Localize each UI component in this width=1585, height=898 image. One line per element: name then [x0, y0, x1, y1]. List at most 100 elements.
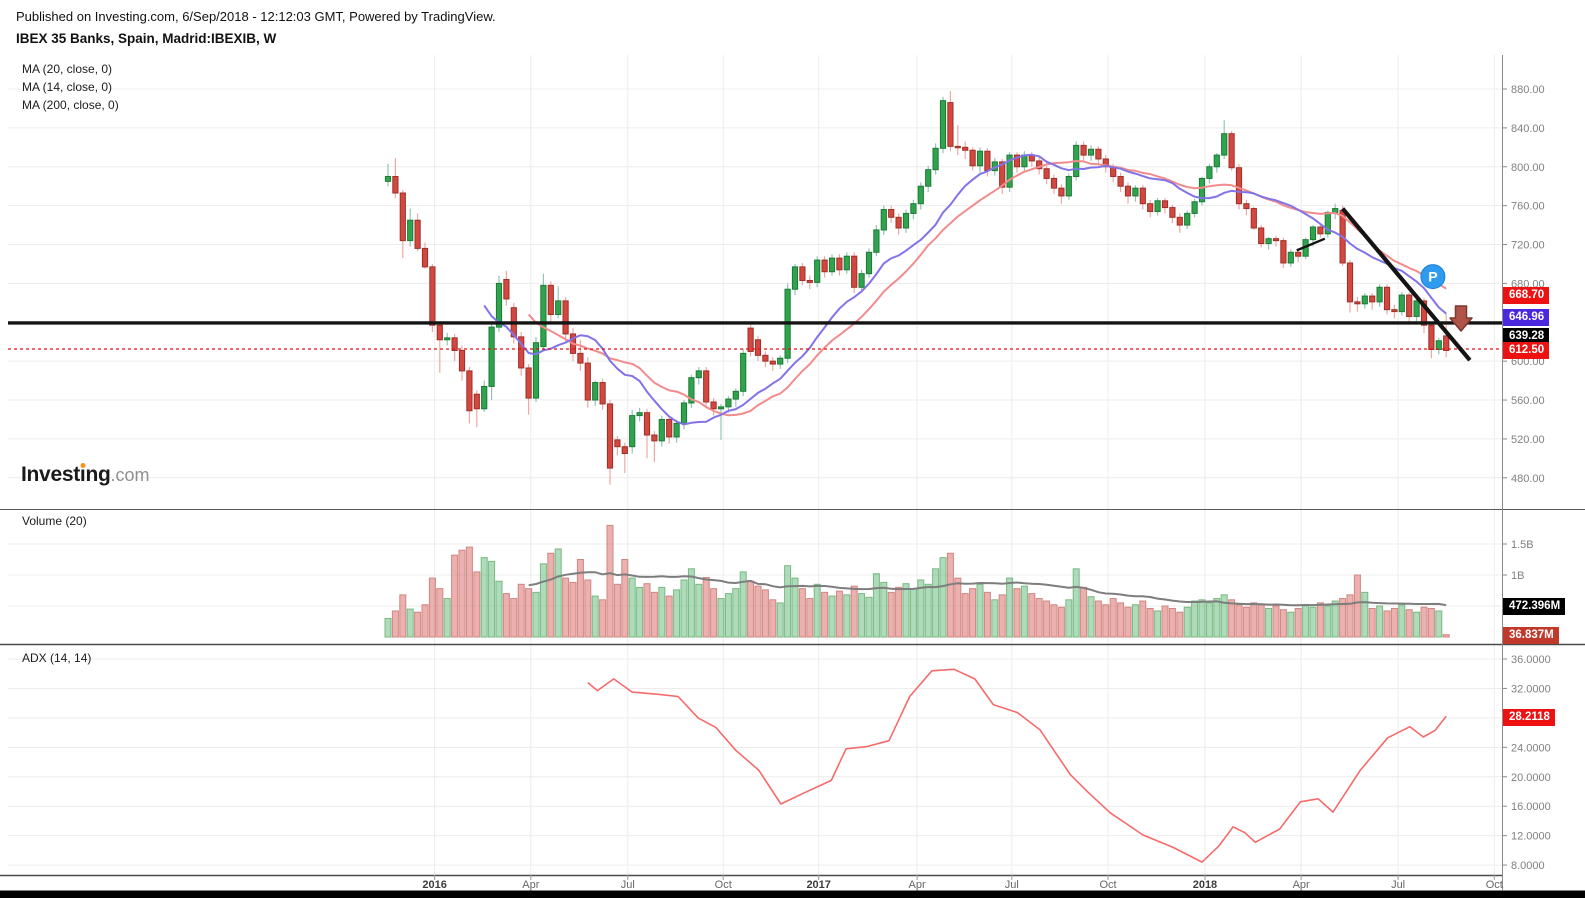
volume-bar [946, 552, 954, 638]
axis-badge: 612.50 [1503, 342, 1550, 359]
candle-down [503, 279, 510, 300]
volume-legend: Volume (20) [22, 514, 87, 528]
volume-bar [858, 593, 866, 638]
candle-up [740, 352, 747, 392]
volume-bar [1050, 604, 1058, 638]
axis-label: Oct [1486, 879, 1503, 891]
volume-bar [473, 571, 481, 638]
candle-down [1124, 185, 1132, 197]
volume-bar [1235, 604, 1243, 638]
volume-bar [458, 549, 466, 638]
candle-down [458, 349, 466, 372]
volume-bar [1213, 598, 1221, 638]
candle-up [843, 255, 850, 271]
volume-bar [1413, 611, 1421, 638]
volume-bar [628, 577, 636, 638]
candle-down [1354, 301, 1361, 305]
volume-bar [961, 593, 969, 638]
candle-down [836, 257, 843, 271]
volume-bar [887, 591, 895, 638]
volume-bar [517, 583, 525, 638]
volume-bar [769, 599, 777, 638]
volume-bar [1006, 577, 1014, 638]
volume-bar [391, 610, 399, 638]
volume-bar [791, 577, 799, 638]
candle-down [1428, 324, 1435, 350]
candle-up [1191, 201, 1198, 214]
volume-bar [1242, 606, 1250, 638]
axis-label: 24.0000 [1511, 742, 1551, 754]
volume-bar [1205, 602, 1213, 638]
volume-bar [917, 579, 925, 638]
volume-bar [650, 591, 658, 638]
volume-bar [1376, 605, 1384, 638]
volume-bar [1139, 600, 1147, 638]
candle-up [910, 203, 917, 214]
volume-bar [399, 594, 407, 638]
candle-up [1213, 154, 1220, 168]
candle-down [1080, 144, 1087, 156]
candle-down [888, 209, 895, 218]
volume-bar [569, 581, 577, 638]
volume-bar [710, 588, 718, 638]
volume-bar [1316, 602, 1324, 638]
candle-down [466, 370, 473, 412]
candle-up [917, 185, 924, 205]
candle-down [1043, 168, 1050, 179]
bottom-black-bar [0, 890, 1585, 898]
volume-bar [754, 585, 762, 638]
candle-down [414, 219, 421, 249]
axis-label: 720.00 [1511, 240, 1545, 252]
candle-down [821, 259, 828, 273]
volume-bar [932, 568, 940, 638]
volume-bar [1035, 598, 1043, 638]
axis-label: 1B [1511, 570, 1524, 582]
candle-up [1184, 212, 1191, 226]
candle-up [1006, 154, 1013, 188]
candle-up [1413, 300, 1420, 317]
volume-bar [665, 595, 673, 638]
candle-up [1287, 251, 1294, 264]
volume-bar [428, 577, 436, 638]
volume-bar [1383, 610, 1391, 638]
candle-down [1058, 187, 1065, 197]
volume-bar [902, 583, 910, 638]
candle-down [1391, 309, 1398, 313]
ma20-legend: MA (20, close, 0) [22, 62, 113, 76]
axis-label: 760.00 [1511, 201, 1545, 213]
volume-bar [421, 604, 429, 638]
volume-bar [1109, 598, 1117, 638]
volume-bar [1102, 604, 1110, 638]
volume-bar [599, 599, 607, 638]
candle-down [851, 255, 858, 288]
candle-up [976, 150, 984, 167]
volume-bar [843, 594, 851, 638]
candle-down [954, 145, 961, 149]
candle-up [1361, 295, 1368, 305]
candle-down [799, 266, 806, 281]
volume-bar [1287, 611, 1295, 638]
volume-bar [1427, 607, 1435, 638]
volume-bar [495, 580, 503, 638]
axis-label: Oct [1099, 879, 1116, 891]
candle-down [1169, 207, 1176, 218]
axis-badge: 472.396M [1503, 598, 1566, 615]
candle-down [1258, 227, 1265, 245]
candle-down [399, 192, 406, 242]
axis-label: 36.0000 [1511, 654, 1551, 666]
volume-bar [717, 598, 725, 638]
volume-bar [1353, 574, 1361, 638]
volume-bar [1405, 609, 1413, 638]
candle-down [1346, 262, 1354, 303]
volume-bar [909, 588, 917, 638]
volume-bar [525, 588, 533, 638]
volume-bar [1368, 607, 1376, 638]
candle-down [806, 279, 813, 283]
candle-up [873, 229, 880, 253]
volume-bar [1435, 610, 1443, 638]
volume-bar [1398, 604, 1406, 638]
volume-bar [576, 559, 584, 638]
candle-down [1243, 203, 1250, 210]
candle-up [902, 212, 910, 229]
